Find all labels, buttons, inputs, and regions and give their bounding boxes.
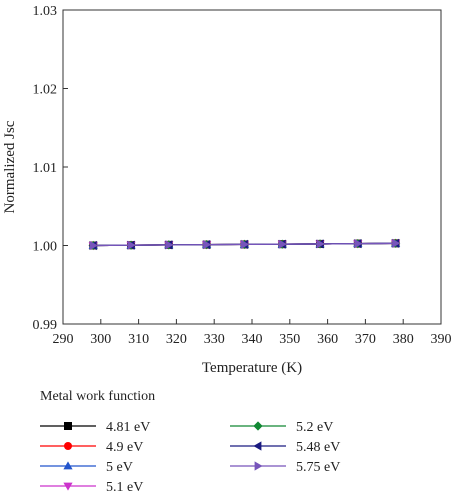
data-point <box>354 239 363 249</box>
y-tick-label: 1.01 <box>33 161 58 176</box>
legend: 4.81 eV 4.9 eV 5 eV 5.1 eV 5.2 eV 5.48 eV 5.75… <box>40 420 340 495</box>
legend-marker <box>253 421 263 431</box>
x-tick-label: 350 <box>279 332 300 347</box>
data-point <box>392 238 401 248</box>
legend-marker <box>64 422 72 430</box>
x-tick-label: 330 <box>204 332 225 347</box>
y-axis-label: Normalized Jsc <box>2 120 18 213</box>
legend-label: 5.2 eV <box>296 420 333 435</box>
data-point <box>127 240 136 250</box>
data-point <box>316 239 325 249</box>
x-tick-label: 310 <box>128 332 149 347</box>
data-point <box>165 240 174 250</box>
legend-marker <box>63 482 73 491</box>
y-tick-label: 1.03 <box>33 4 58 19</box>
legend-label: 5 eV <box>106 460 133 475</box>
legend-label: 5.1 eV <box>106 480 143 495</box>
x-tick-label: 380 <box>393 332 414 347</box>
x-tick-label: 320 <box>166 332 187 347</box>
x-tick-label: 390 <box>431 332 452 347</box>
legend-title: Metal work function <box>40 389 155 404</box>
x-tick-label: 360 <box>317 332 338 347</box>
data-point <box>278 239 287 249</box>
plot-frame <box>62 9 442 325</box>
legend-label: 5.75 eV <box>296 460 340 475</box>
x-tick-label: 370 <box>355 332 376 347</box>
x-tick-label: 290 <box>53 332 74 347</box>
x-tick-label: 340 <box>242 332 263 347</box>
legend-marker <box>254 461 263 471</box>
legend-label: 5.48 eV <box>296 440 340 455</box>
legend-marker <box>64 442 72 450</box>
y-tick-label: 1.02 <box>33 83 58 98</box>
data-point <box>203 240 212 250</box>
y-tick-label: 0.99 <box>33 318 58 333</box>
legend-label: 4.81 eV <box>106 420 150 435</box>
axis-ticks: 290 300 310 320 330 340 350 360 370 380 390 0.99 1.0… <box>33 4 452 347</box>
y-tick-label: 1.00 <box>33 240 58 255</box>
legend-label: 4.9 eV <box>106 440 143 455</box>
legend-marker <box>253 441 262 451</box>
series-layer <box>88 238 401 251</box>
x-tick-label: 300 <box>90 332 111 347</box>
data-point <box>89 240 98 251</box>
x-axis-label: Temperature (K) <box>202 360 302 376</box>
legend-marker <box>63 461 73 470</box>
data-point <box>241 239 250 250</box>
